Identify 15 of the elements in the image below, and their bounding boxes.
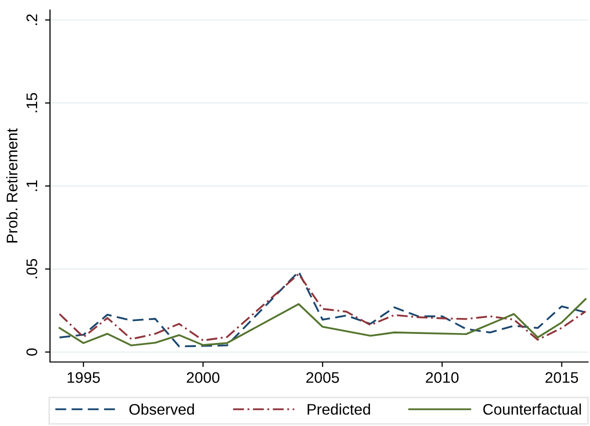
legend-label: Counterfactual — [483, 404, 581, 415]
y-tick-label: .2 — [26, 14, 38, 25]
y-tick-label: .05 — [26, 259, 38, 278]
y-tick-label: 0 — [26, 348, 38, 356]
x-tick-label: 2005 — [306, 372, 339, 383]
x-tick-label: 2015 — [545, 372, 578, 383]
line-series — [58, 298, 587, 346]
y-tick-label: .15 — [26, 93, 38, 112]
y-tick-label: .1 — [26, 180, 38, 191]
y-axis-title: Prob. Retirement — [6, 128, 18, 242]
legend-label: Observed — [129, 404, 194, 415]
x-tick-label: 2000 — [186, 372, 220, 383]
legend-label: Predicted — [308, 404, 370, 415]
x-tick-label: 2010 — [426, 372, 459, 383]
x-tick-label: 1995 — [68, 372, 100, 383]
